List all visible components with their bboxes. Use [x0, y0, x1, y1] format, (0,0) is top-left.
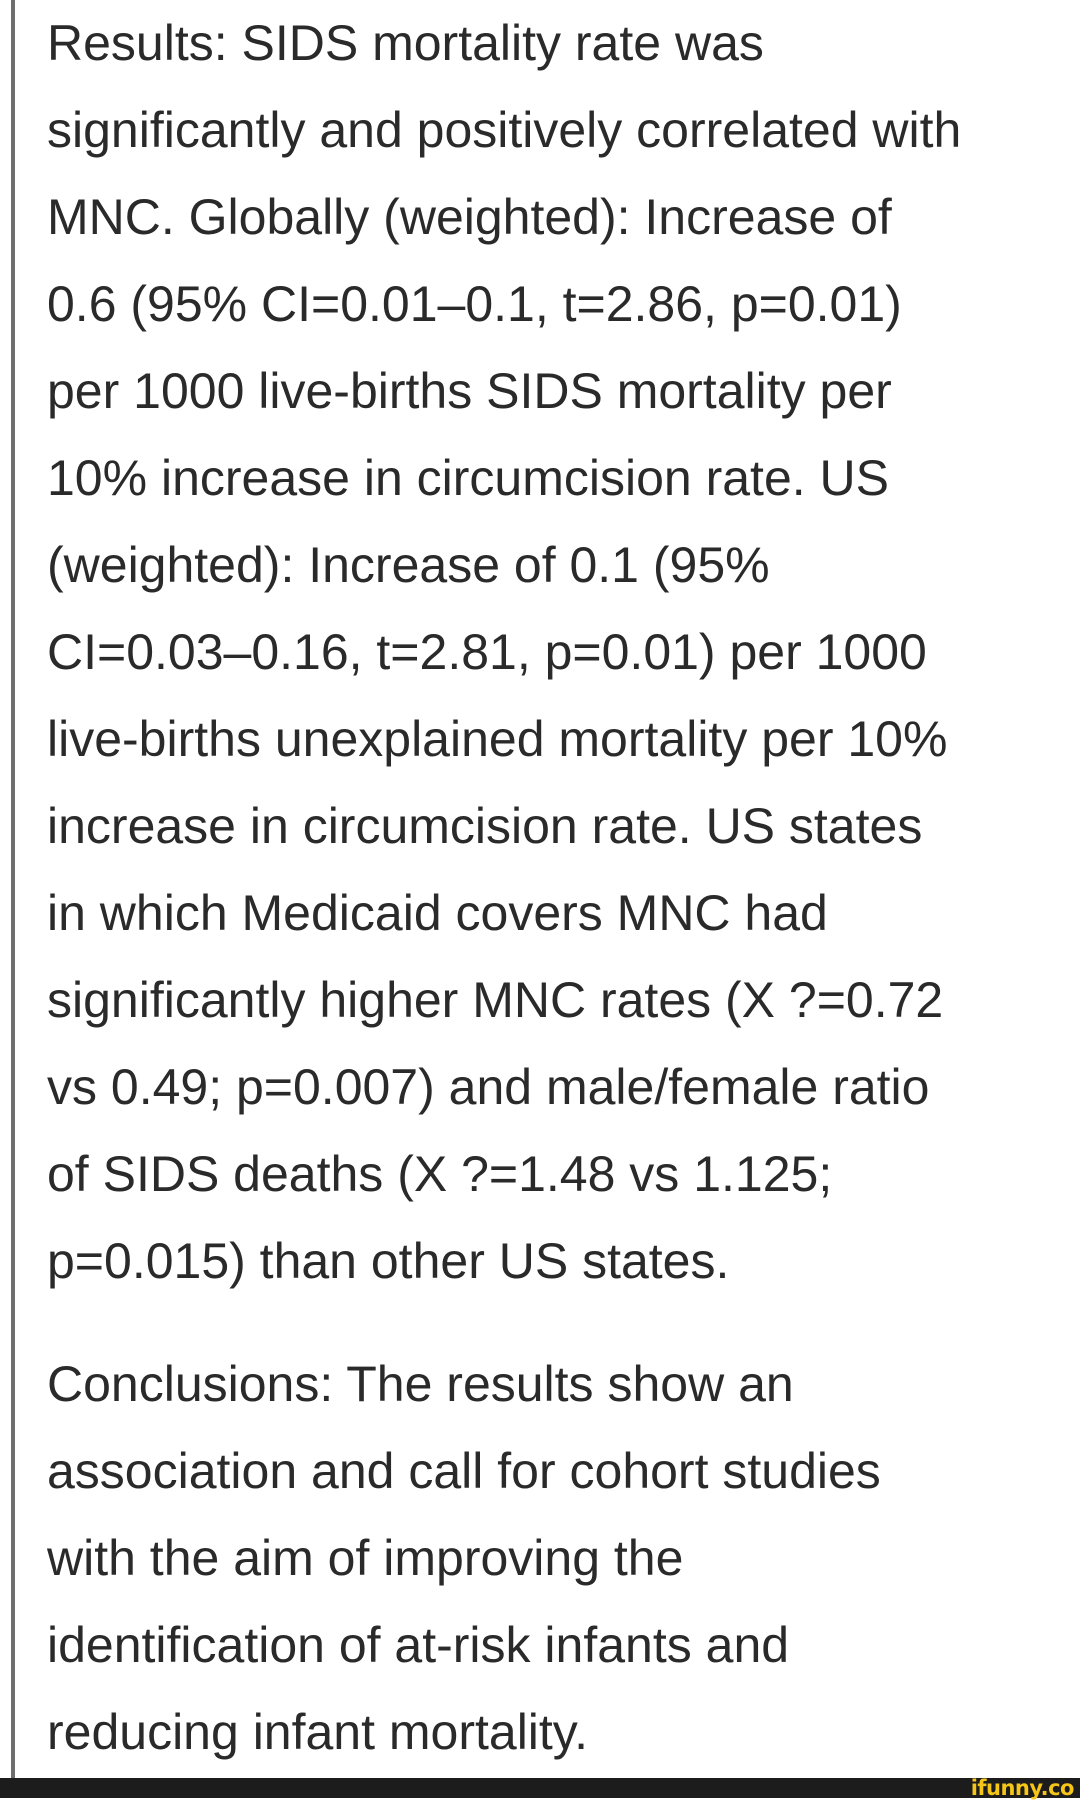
text-line: in which Medicaid covers MNC had — [47, 885, 828, 941]
text-line: vs 0.49; p=0.007) and male/female ratio — [47, 1059, 930, 1115]
text-line: of SIDS deaths (X ?=1.48 vs 1.125; — [47, 1146, 833, 1202]
ifunny-watermark-logo: ifunny.co — [970, 1776, 1075, 1800]
text-line: CI=0.03–0.16, t=2.81, p=0.01) per 1000 — [47, 624, 927, 680]
quote-border — [11, 0, 15, 1778]
text-line: association and call for cohort studies — [47, 1443, 881, 1499]
text-line: significantly and positively correlated … — [47, 102, 962, 158]
text-line: identification of at-risk infants and — [47, 1617, 790, 1673]
text-line: Conclusions: The results show an — [47, 1356, 794, 1412]
text-line: with the aim of improving the — [47, 1530, 684, 1586]
footer-bar: ifunny.co — [0, 1776, 1080, 1800]
text-line: 10% increase in circumcision rate. US — [47, 450, 889, 506]
text-line: MNC. Globally (weighted): Increase of — [47, 189, 892, 245]
conclusions-paragraph: Conclusions: The results show an associat… — [47, 1341, 1072, 1776]
text-line: 0.6 (95% CI=0.01–0.1, t=2.86, p=0.01) — [47, 276, 902, 332]
text-line: significantly higher MNC rates (X ?=0.72 — [47, 972, 944, 1028]
results-paragraph: Results: SIDS mortality rate was signific… — [47, 0, 1072, 1305]
text-line: increase in circumcision rate. US states — [47, 798, 923, 854]
text-line: per 1000 live-births SIDS mortality per — [47, 363, 892, 419]
text-line: reducing infant mortality. — [47, 1704, 588, 1760]
abstract-text: Results: SIDS mortality rate was signific… — [47, 0, 1072, 1776]
text-line: p=0.015) than other US states. — [47, 1233, 730, 1289]
text-line: (weighted): Increase of 0.1 (95% — [47, 537, 770, 593]
text-line: live-births unexplained mortality per 10… — [47, 711, 948, 767]
text-line: Results: SIDS mortality rate was — [47, 15, 764, 71]
